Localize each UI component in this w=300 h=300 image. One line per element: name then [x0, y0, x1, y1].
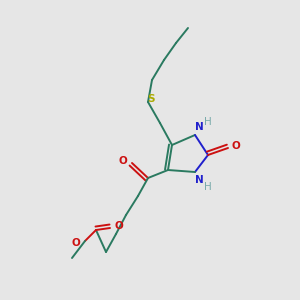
Text: S: S — [147, 94, 155, 104]
Text: O: O — [72, 238, 80, 248]
Text: H: H — [204, 182, 212, 192]
Text: N: N — [195, 175, 203, 185]
Text: O: O — [118, 156, 127, 166]
Text: H: H — [204, 117, 212, 127]
Text: O: O — [115, 221, 123, 231]
Text: N: N — [195, 122, 203, 132]
Text: O: O — [232, 141, 240, 151]
